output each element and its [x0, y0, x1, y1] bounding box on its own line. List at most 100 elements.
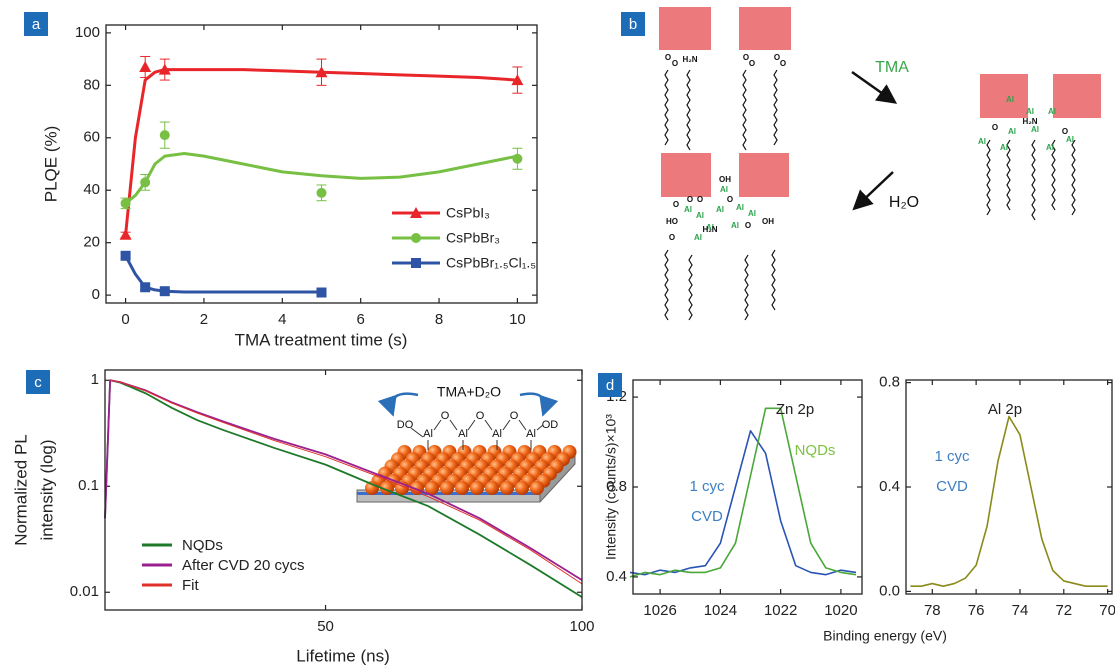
- bond: [484, 419, 493, 431]
- marker: [139, 60, 152, 72]
- y-tick-label: 80: [83, 76, 100, 93]
- atom-label: Al: [1008, 127, 1016, 136]
- legend-label: After CVD 20 cycs: [182, 557, 305, 574]
- inset-label: OD: [542, 419, 559, 431]
- y-tick-label: 40: [83, 181, 100, 198]
- atom-label: Al: [1006, 95, 1014, 104]
- nanocrystal: [515, 481, 529, 495]
- marker: [512, 153, 523, 164]
- atom-label: Al: [720, 185, 728, 194]
- inset-label: Al: [458, 428, 468, 440]
- x-tick-label: 0: [121, 311, 129, 328]
- annotation: 1 cyc: [689, 478, 725, 495]
- crystal: [980, 74, 1028, 118]
- marker: [316, 287, 327, 298]
- y-axis-label: Normalized PL: [11, 434, 30, 546]
- ligand-chain: [664, 249, 669, 321]
- atom-label: Al: [1026, 107, 1034, 116]
- bond: [410, 427, 424, 438]
- plot-frame: [104, 369, 583, 611]
- ligand-chain: [688, 254, 693, 321]
- x-tick-label: 74: [1012, 602, 1029, 619]
- y-axis-label: intensity (log): [37, 439, 56, 540]
- plot-frame: [905, 379, 1113, 595]
- x-axis-label: Lifetime (ns): [296, 646, 390, 665]
- panel-tag: b: [629, 16, 637, 33]
- x-tick-label: 78: [924, 602, 941, 619]
- plot-frame: [105, 24, 538, 304]
- panel-tag-box: [26, 370, 50, 394]
- fit-line: [124, 152, 518, 205]
- x-tick-label: 1024: [704, 602, 737, 619]
- atom-label: Al: [694, 233, 702, 242]
- y-tick-label: 0.4: [879, 478, 900, 495]
- legend-label: CsPbBr₁.₅Cl₁.₅: [446, 255, 536, 271]
- annotation: CVD: [691, 508, 723, 525]
- y-tick-label: 60: [83, 129, 100, 146]
- arrow: [852, 171, 894, 211]
- atom-label: O: [665, 53, 671, 62]
- legend-label: CsPbI₃: [446, 205, 490, 221]
- data-line: [629, 430, 857, 576]
- inset-title: TMA+D₂O: [437, 384, 501, 400]
- legend-label: NQDs: [182, 537, 223, 554]
- atom-label: O: [992, 123, 998, 132]
- nanocrystal: [440, 481, 454, 495]
- y-tick-label: 0: [92, 286, 100, 303]
- atom-label: O: [749, 59, 755, 68]
- y-tick-label: 0.8: [879, 374, 900, 391]
- x-tick-label: 1022: [764, 602, 797, 619]
- marker: [119, 228, 132, 240]
- data-line: [629, 407, 857, 578]
- panel-tag-box: [621, 12, 645, 36]
- inset-title-box: [420, 382, 518, 404]
- nanocrystal: [485, 481, 499, 495]
- inset-label: O: [476, 410, 485, 422]
- atom-label: O: [743, 53, 749, 62]
- panel-tag: a: [32, 16, 41, 33]
- ligand-chain: [686, 69, 691, 151]
- atom-label: H₂N: [682, 55, 697, 64]
- x-tick-label: 4: [278, 311, 286, 328]
- ligand-chain: [1071, 139, 1076, 216]
- atom-label: Al: [1031, 125, 1039, 134]
- data-line: [910, 415, 1108, 587]
- fit-line: [124, 255, 322, 294]
- atom-label: Al: [736, 203, 744, 212]
- atom-label: OH: [719, 175, 731, 184]
- atom-label: Al: [731, 221, 739, 230]
- crystal: [659, 7, 711, 50]
- atom-label: O: [1062, 127, 1068, 136]
- marker: [159, 130, 170, 141]
- nanocrystal: [365, 481, 379, 495]
- inset-arrow: [377, 392, 419, 417]
- panel-tag: c: [34, 374, 42, 391]
- arrow: [851, 70, 898, 104]
- marker: [411, 258, 421, 268]
- crystal: [739, 153, 789, 197]
- legend-label: CsPbBr₃: [446, 230, 500, 246]
- x-axis-label: TMA treatment time (s): [235, 330, 408, 349]
- marker: [316, 187, 327, 198]
- atom-label: O: [669, 233, 675, 242]
- y-axis-label: Intensity (counts/s)×10³: [603, 414, 619, 560]
- bond: [518, 419, 527, 431]
- atom-label: O: [774, 53, 780, 62]
- arrow-label: TMA: [875, 59, 909, 76]
- atom-label: Al: [748, 209, 756, 218]
- x-tick-label: 1020: [824, 602, 857, 619]
- atom-label: Al: [1000, 143, 1008, 152]
- annotation: CVD: [936, 478, 968, 495]
- ligand-chain: [1051, 139, 1056, 211]
- ligand-chain: [664, 69, 669, 146]
- y-tick-label: 0.1: [78, 477, 99, 494]
- y-tick-label: 100: [75, 24, 100, 41]
- atom-label: H₂N: [702, 225, 717, 234]
- y-tick-label: 0.0: [879, 582, 900, 599]
- inset: TMA+D₂O DO Al O Al O Al O Al OD: [356, 382, 577, 503]
- atom-label: Al: [696, 211, 704, 220]
- panel-tag-box: [598, 373, 622, 397]
